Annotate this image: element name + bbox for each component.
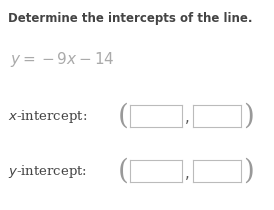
Text: ): ) — [243, 102, 254, 130]
Text: $y = -9x - 14$: $y = -9x - 14$ — [10, 50, 115, 69]
Text: ): ) — [243, 158, 254, 185]
Text: $y$-intercept:: $y$-intercept: — [8, 163, 87, 180]
Text: ,: , — [185, 165, 190, 181]
Text: (: ( — [118, 102, 129, 130]
Text: ,: , — [185, 110, 190, 126]
Text: (: ( — [118, 158, 129, 185]
Text: Determine the intercepts of the line.: Determine the intercepts of the line. — [8, 12, 253, 25]
Text: $x$-intercept:: $x$-intercept: — [8, 108, 87, 125]
